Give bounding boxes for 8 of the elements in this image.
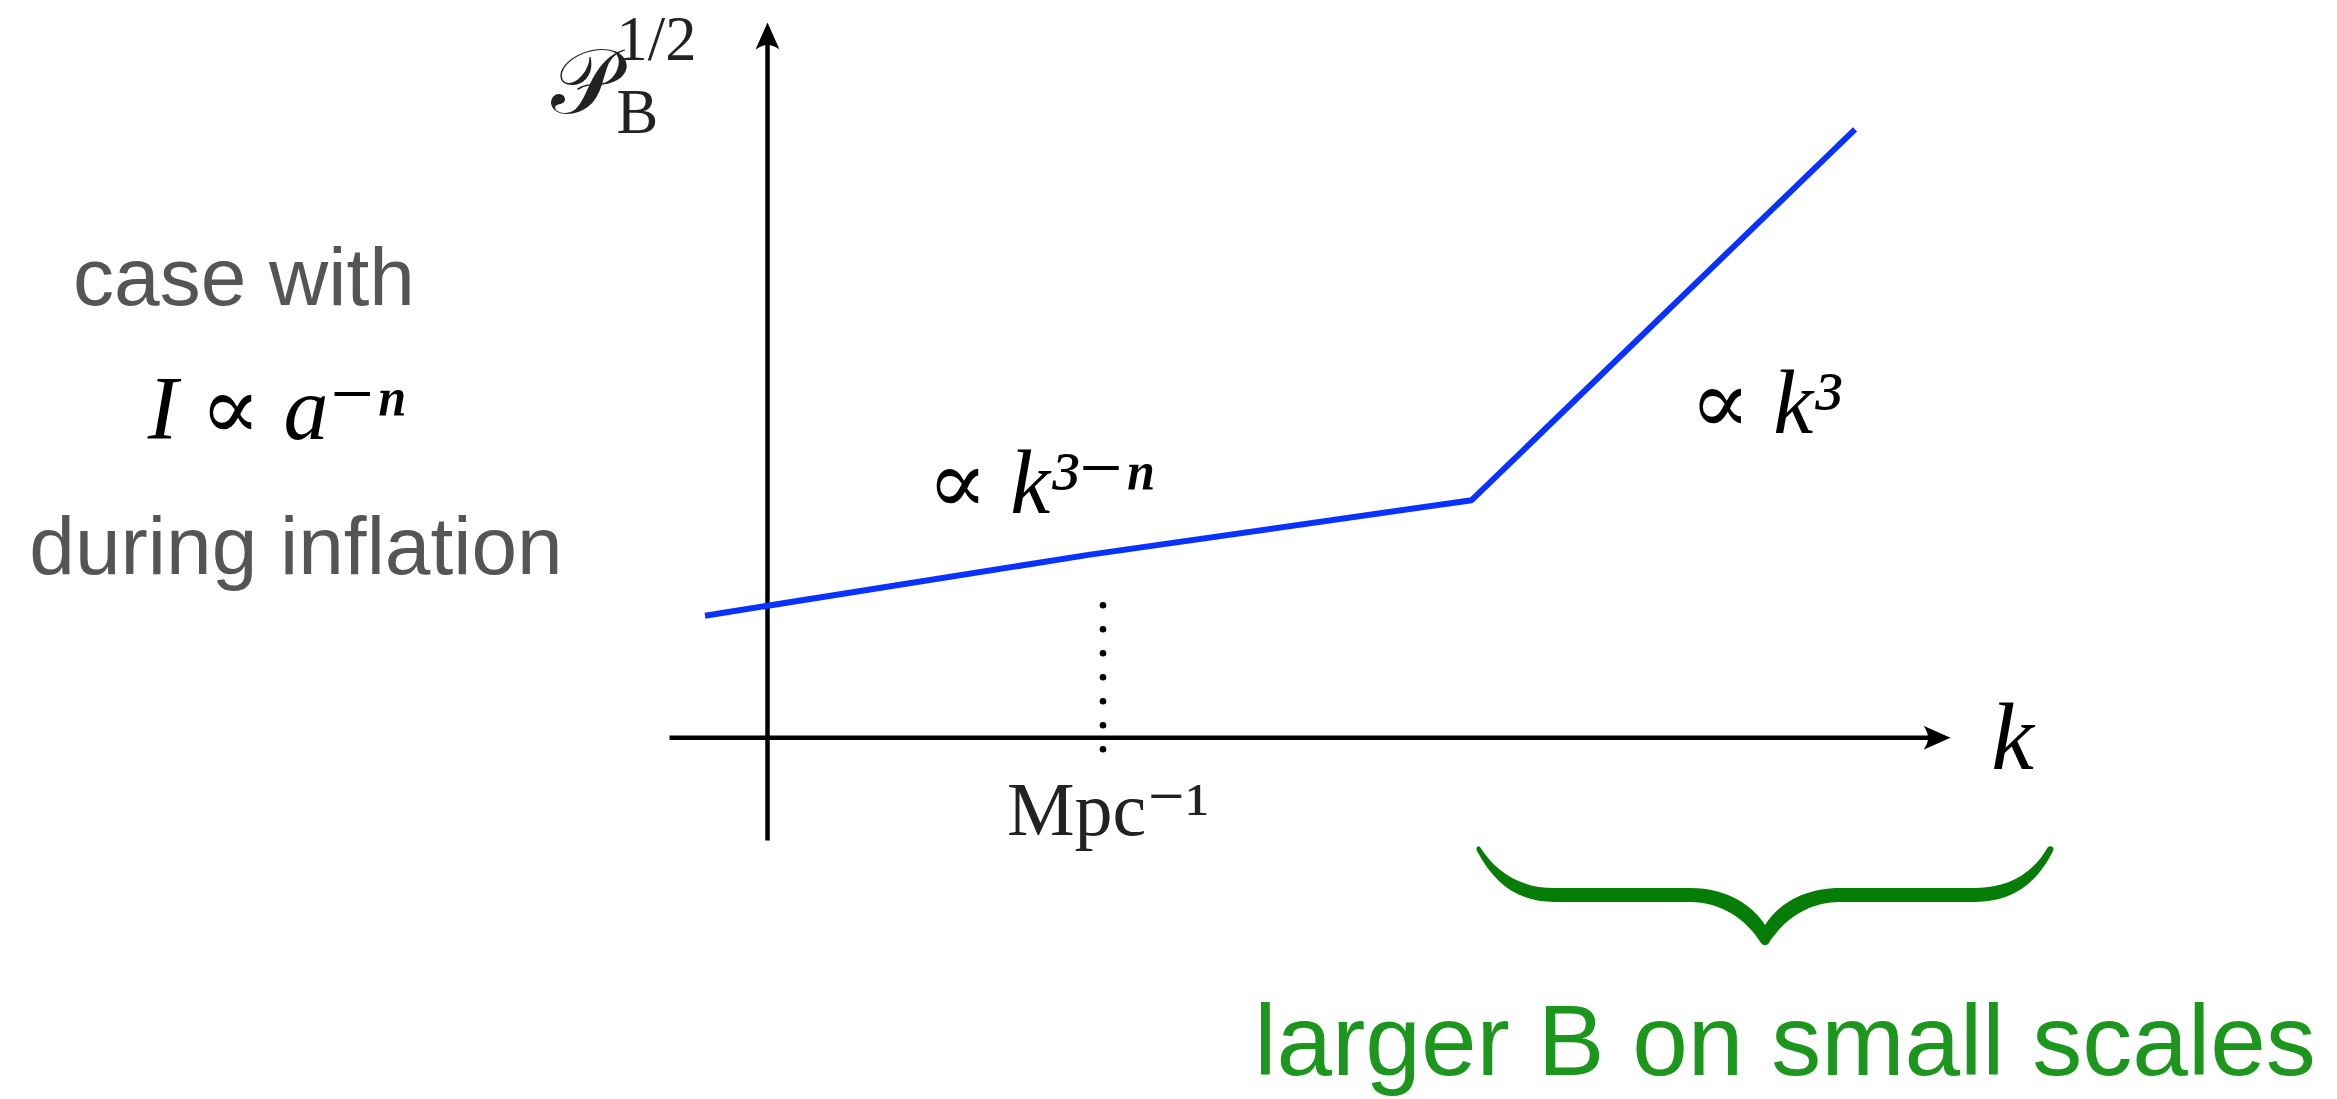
- text: case with: [73, 231, 415, 322]
- annotation: ∝ k³: [1689, 353, 1843, 452]
- x-axis-title: k: [1991, 682, 2037, 790]
- text: larger B on small scales: [1254, 984, 2316, 1096]
- text: I ∝ a⁻ⁿ: [146, 359, 406, 458]
- text: during inflation: [29, 500, 563, 591]
- annotation: ∝ k³⁻ⁿ: [926, 433, 1154, 532]
- text: Mpc⁻¹: [1006, 767, 1210, 851]
